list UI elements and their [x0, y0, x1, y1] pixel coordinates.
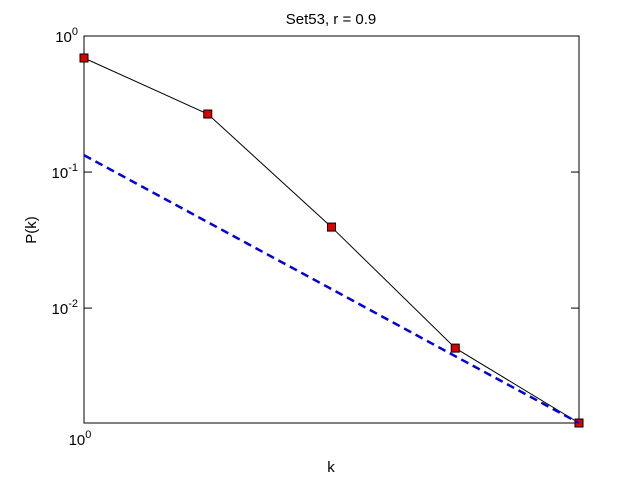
x-axis-label: k	[327, 459, 335, 476]
y-axis-label: P(k)	[23, 216, 40, 244]
series-line	[83, 154, 580, 425]
y-tick-label: 100	[55, 26, 78, 46]
marker	[203, 109, 213, 119]
marker	[327, 222, 336, 232]
marker	[450, 343, 460, 353]
x-tick-label: 100	[69, 429, 92, 449]
y-tick-label: 10-2	[52, 298, 78, 318]
marker	[79, 53, 89, 63]
y-tick-label: 10-1	[52, 162, 78, 182]
chart-title: Set53, r = 0.9	[286, 11, 376, 28]
